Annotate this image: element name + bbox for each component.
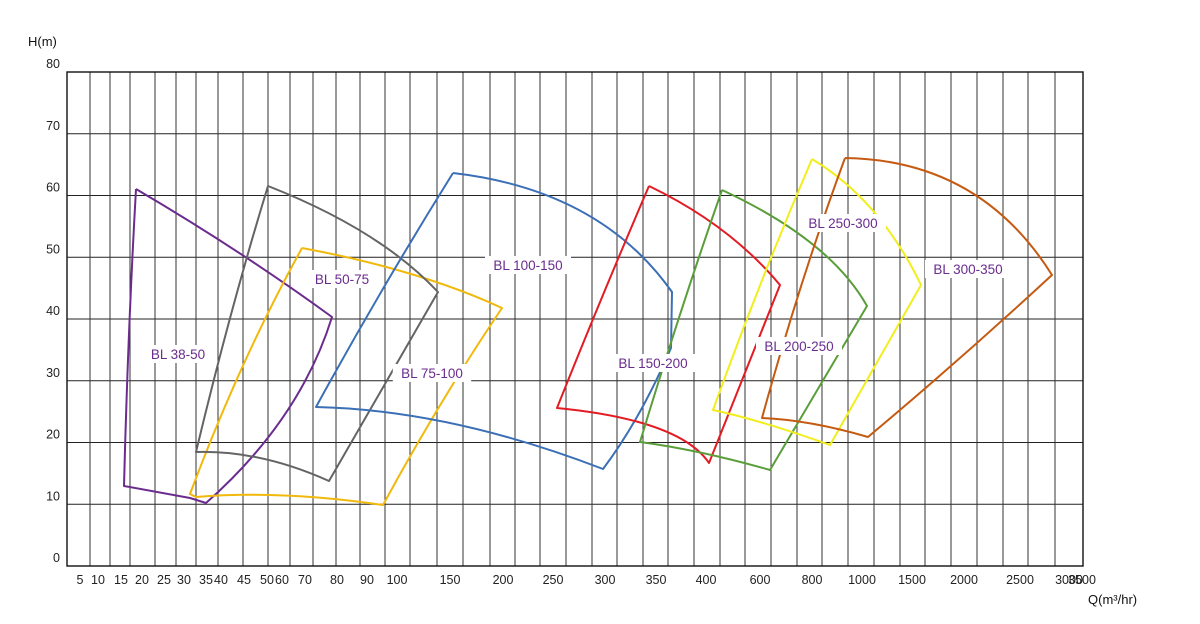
x-tick-label: 20 xyxy=(135,573,149,587)
x-axis-title: Q(m³/hr) xyxy=(1088,592,1137,607)
region-labels-layer: BL 38-50 BL 50-75 BL 75-100 BL 100-150 BL 15… xyxy=(142,214,1011,382)
region-label-bg xyxy=(142,345,214,363)
x-tick-label: 2500 xyxy=(1006,573,1034,587)
x-tick-label: 35 xyxy=(199,573,213,587)
x-tick-label: 800 xyxy=(802,573,823,587)
region-label-bg xyxy=(610,354,696,372)
y-tick-label: 60 xyxy=(46,181,60,195)
region-label-bg xyxy=(392,364,472,382)
y-tick-label: 50 xyxy=(46,242,60,256)
region-label: BL 300-350 xyxy=(933,262,1002,277)
y-tick-label: 30 xyxy=(46,366,60,380)
plot-frame xyxy=(66,71,1084,567)
region-label: BL 50-75 xyxy=(315,272,369,287)
region-label: BL 250-300 xyxy=(808,216,877,231)
x-tick-label: 50 xyxy=(260,573,274,587)
y-tick-label: 10 xyxy=(46,489,60,503)
x-tick-label: 200 xyxy=(493,573,514,587)
region-bl-100-150 xyxy=(315,172,673,470)
x-tick-label: 300 xyxy=(595,573,616,587)
x-tick-label: 1500 xyxy=(898,573,926,587)
x-tick-label: 40 xyxy=(214,573,228,587)
x-tick-label: 100 xyxy=(387,573,408,587)
x-tick-label: 45 xyxy=(237,573,251,587)
y-axis-title: H(m) xyxy=(28,34,57,49)
region-bl-200-250 xyxy=(639,189,868,471)
region-label-bg xyxy=(800,214,886,232)
x-tick-label: 350 xyxy=(646,573,667,587)
y-tick-label: 80 xyxy=(46,57,60,71)
region-label: BL 38-50 xyxy=(151,347,205,362)
x-tick-label: 150 xyxy=(440,573,461,587)
x-tick-label: 3500 xyxy=(1068,573,1096,587)
region-label: BL 100-150 xyxy=(493,258,562,273)
y-tick-label: 0 xyxy=(53,551,60,565)
x-tick-label: 60 xyxy=(275,573,289,587)
x-tick-label: 80 xyxy=(330,573,344,587)
x-tick-label: 90 xyxy=(360,573,374,587)
region-label-bg xyxy=(306,270,378,288)
x-tick-label: 250 xyxy=(543,573,564,587)
x-tick-label: 400 xyxy=(696,573,717,587)
x-tick-label: 30 xyxy=(177,573,191,587)
x-tick-label: 70 xyxy=(298,573,312,587)
y-tick-label: 40 xyxy=(46,304,60,318)
curves-layer xyxy=(123,157,1053,506)
y-tick-label: 20 xyxy=(46,428,60,442)
region-label: BL 150-200 xyxy=(618,356,687,371)
region-bl-75-100 xyxy=(195,185,439,482)
region-label-bg xyxy=(756,337,842,355)
region-bl-50-75 xyxy=(189,247,503,506)
x-tick-label: 3000 xyxy=(1055,573,1083,587)
region-bl-300-350 xyxy=(761,157,1053,438)
region-bl-38-50 xyxy=(123,188,333,504)
y-tick-label: 70 xyxy=(46,119,60,133)
x-tick-label: 25 xyxy=(157,573,171,587)
x-tick-label: 5 xyxy=(77,573,84,587)
region-label: BL 200-250 xyxy=(764,339,833,354)
region-label-bg xyxy=(485,256,571,274)
x-tick-label: 600 xyxy=(750,573,771,587)
x-tick-label: 2000 xyxy=(950,573,978,587)
x-tick-label: 10 xyxy=(91,573,105,587)
x-tick-label: 1000 xyxy=(848,573,876,587)
x-tick-label: 15 xyxy=(114,573,128,587)
region-label: BL 75-100 xyxy=(401,366,463,381)
region-label-bg xyxy=(925,260,1011,278)
